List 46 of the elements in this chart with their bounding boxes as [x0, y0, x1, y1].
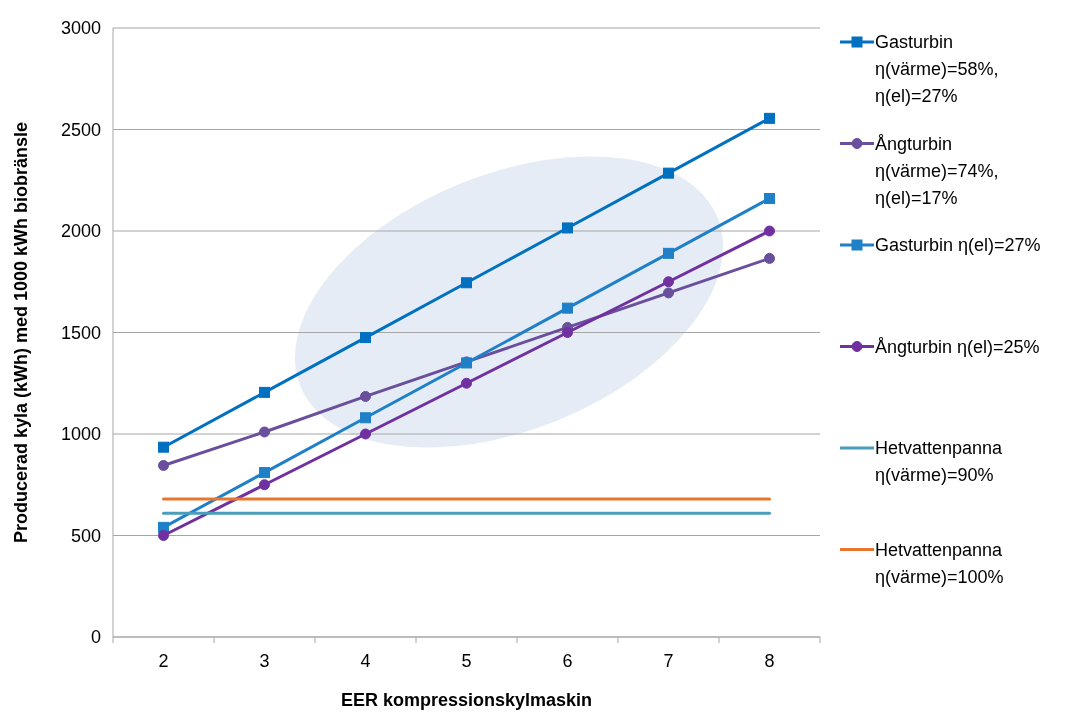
x-tick-label: 7 — [663, 651, 674, 671]
point — [158, 459, 169, 471]
point — [764, 112, 775, 124]
y-tick-label: 1500 — [60, 322, 101, 343]
point — [259, 467, 270, 479]
point — [562, 327, 573, 338]
x-tick-label: 3 — [259, 651, 270, 671]
point — [360, 428, 371, 440]
point — [461, 377, 472, 389]
legend-label: Gasturbin η(värme)=58%, η(el)=27% — [875, 32, 999, 107]
point — [259, 386, 270, 398]
point — [461, 277, 472, 289]
legend-label: Ångturbin η(värme)=74%, η(el)=17% — [875, 133, 999, 208]
point — [663, 287, 674, 299]
point — [360, 332, 371, 344]
point — [764, 193, 775, 205]
point — [663, 247, 674, 259]
point — [663, 276, 674, 288]
point — [663, 167, 674, 179]
x-axis-title: EER kompressionskylmaskin — [340, 690, 593, 710]
point — [562, 222, 573, 234]
point — [360, 390, 371, 402]
legend-label: Gasturbin η(el)=27% — [875, 235, 1041, 256]
x-tick-label: 6 — [562, 651, 573, 671]
point — [764, 252, 775, 264]
point — [360, 412, 371, 424]
y-tick-label: 2000 — [60, 221, 101, 242]
x-tick-label: 2 — [158, 651, 169, 671]
legend-label: Hetvattenpanna η(värme)=100% — [875, 539, 1004, 587]
point — [764, 225, 775, 237]
point — [562, 302, 573, 314]
point — [259, 426, 270, 438]
legend-label: Ångturbin η(el)=25% — [875, 336, 1040, 357]
y-tick-label: 2500 — [60, 119, 101, 140]
y-tick-label: 3000 — [60, 18, 101, 39]
point — [158, 530, 169, 541]
point — [259, 479, 270, 491]
x-tick-label: 8 — [764, 651, 775, 671]
y-tick-label: 0 — [90, 627, 101, 648]
y-tick-label: 1000 — [60, 424, 101, 445]
point — [158, 441, 169, 453]
x-tick-label: 5 — [461, 651, 472, 671]
y-axis-title: Producerad kyla (kWh) med 1000 kWh biobränsle — [11, 121, 31, 544]
legend-label: Hetvattenpanna η(värme)=90% — [875, 438, 1004, 486]
x-tick-label: 4 — [360, 651, 371, 671]
y-tick-label: 500 — [70, 525, 101, 546]
